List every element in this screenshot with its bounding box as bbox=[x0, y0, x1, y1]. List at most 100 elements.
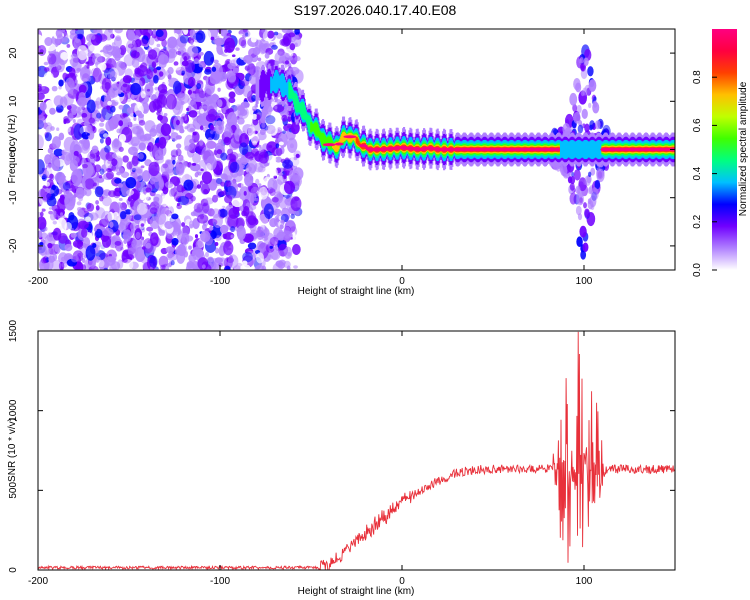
spectrogram-noise-blob bbox=[204, 95, 215, 105]
spectrogram-noise-blob bbox=[258, 186, 269, 200]
spectrogram-disturbance-blob bbox=[575, 192, 585, 206]
spectrogram-disturbance-blob bbox=[587, 66, 594, 77]
spectrogram-noise-blob bbox=[236, 153, 242, 158]
spectrogram-noise-blob bbox=[191, 162, 197, 166]
spectrogram-noise-blob bbox=[65, 175, 71, 181]
spectrogram-noise-blob bbox=[115, 166, 125, 174]
spectrogram-noise-blob bbox=[127, 29, 133, 35]
spectrogram-noise-blob bbox=[195, 240, 203, 249]
spectrogram-noise-blob bbox=[188, 110, 198, 118]
spectrogram-noise-blob bbox=[283, 180, 296, 195]
spectrogram-noise-blob bbox=[227, 72, 237, 83]
spectrogram-noise-blob bbox=[94, 164, 102, 173]
spectrogram-noise-blob bbox=[181, 226, 191, 238]
spectrogram-noise-blob bbox=[193, 202, 204, 213]
spectrogram-noise-blob bbox=[196, 203, 204, 212]
spectrogram-noise-blob bbox=[201, 146, 212, 162]
spectrogram-noise-blob bbox=[213, 59, 219, 64]
spectrogram-noise-blob bbox=[109, 105, 116, 113]
spectrogram-noise-blob bbox=[122, 155, 129, 163]
spectrogram-noise-blob bbox=[261, 122, 266, 128]
spectrogram-noise-blob bbox=[47, 88, 57, 102]
spectrogram-noise-blob bbox=[251, 113, 258, 120]
spectrogram-noise-blob bbox=[161, 39, 168, 48]
spectrogram-noise-blob bbox=[188, 245, 192, 250]
spectrogram-noise-blob bbox=[188, 220, 194, 229]
spectrogram-noise-blob bbox=[256, 114, 261, 120]
spectrogram-noise-blob bbox=[176, 184, 184, 193]
spectrogram-noise-blob bbox=[145, 230, 150, 234]
spectrogram-noise-blob bbox=[186, 123, 196, 133]
spectrogram-noise-blob bbox=[223, 257, 233, 269]
spectrogram-noise-blob bbox=[212, 194, 218, 203]
spectrogram-noise-blob bbox=[88, 44, 100, 52]
spectrogram-noise-blob bbox=[126, 254, 135, 261]
spectrogram-noise-blob bbox=[242, 251, 253, 263]
spectrogram-noise-blob bbox=[101, 235, 112, 248]
spectrogram-noise-blob bbox=[73, 123, 84, 140]
spectrogram-noise-blob bbox=[86, 202, 95, 212]
spectrogram-noise-blob bbox=[196, 82, 202, 90]
spectrogram-noise-blob bbox=[283, 36, 290, 45]
spectrogram-noise-blob bbox=[170, 260, 175, 266]
spectrogram-noise-blob bbox=[119, 210, 127, 220]
spectrogram-noise-blob bbox=[140, 90, 146, 99]
spectrogram-noise-blob bbox=[201, 171, 213, 185]
spectrogram-noise-blob bbox=[43, 61, 49, 66]
spectrogram-noise-blob bbox=[242, 29, 248, 33]
spectrogram-noise-blob bbox=[99, 218, 109, 228]
spectrogram-noise-blob bbox=[119, 44, 127, 56]
spectrogram-noise-blob bbox=[175, 50, 182, 56]
spectrogram-noise-blob bbox=[268, 145, 273, 149]
spectrogram-noise-blob bbox=[147, 49, 158, 60]
spectrogram-noise-blob bbox=[158, 71, 164, 77]
spectrogram-noise-blob bbox=[146, 88, 151, 92]
spectrogram-noise-blob bbox=[175, 119, 180, 126]
spectrogram-noise-blob bbox=[207, 108, 218, 121]
figure-title: S197.2026.040.17.40.E08 bbox=[294, 2, 457, 18]
spectrogram-noise-blob bbox=[98, 128, 105, 134]
spectrogram-noise-blob bbox=[175, 143, 182, 149]
spectrogram-noise-blob bbox=[264, 234, 269, 241]
spectrogram-noise-blob bbox=[167, 36, 178, 49]
spectrogram-noise-blob bbox=[102, 44, 114, 58]
spectrogram-noise-blob bbox=[118, 104, 124, 110]
spectrogram-noise-blob bbox=[224, 123, 232, 134]
spectrogram-noise-blob bbox=[218, 206, 223, 210]
spectrogram-noise-blob bbox=[53, 148, 64, 157]
spectrogram-noise-blob bbox=[294, 29, 300, 36]
spectrogram-noise-blob bbox=[158, 228, 166, 237]
spectrogram-noise-blob bbox=[251, 105, 257, 112]
spectrogram-noise-blob bbox=[109, 70, 117, 81]
spectrogram-noise-blob bbox=[160, 59, 164, 64]
spectrogram-noise-blob bbox=[52, 210, 57, 216]
spectrogram-noise-blob bbox=[70, 232, 78, 238]
spectrogram-noise-blob bbox=[231, 197, 244, 208]
spectrogram-noise-blob bbox=[97, 62, 107, 71]
spectrogram-noise-blob bbox=[267, 123, 278, 136]
spectrogram-noise-blob bbox=[244, 173, 254, 187]
spectrogram-noise-blob bbox=[207, 256, 214, 263]
spectrogram-noise-blob bbox=[219, 224, 229, 234]
spectrogram-noise-blob bbox=[269, 245, 274, 249]
spectrogram-noise-blob bbox=[295, 210, 300, 217]
spectrogram-noise-blob bbox=[201, 264, 206, 269]
spectrogram-noise-blob bbox=[237, 117, 245, 125]
spectrogram-noise-blob bbox=[44, 132, 52, 142]
spectrogram-noise-blob bbox=[52, 136, 61, 149]
spectrogram-noise-blob bbox=[78, 91, 86, 103]
spectrogram-noise-blob bbox=[165, 197, 173, 208]
spectrogram-noise-blob bbox=[250, 186, 260, 198]
spectrogram-noise-blob bbox=[44, 154, 52, 165]
spectrogram-disturbance-blob bbox=[588, 79, 597, 92]
spectrogram-noise-blob bbox=[108, 190, 117, 198]
spectrogram-noise-blob bbox=[48, 255, 56, 263]
spectrogram-noise-blob bbox=[285, 219, 295, 227]
spectrogram-noise-blob bbox=[264, 52, 270, 59]
spectrogram-noise-blob bbox=[77, 106, 84, 116]
spectrogram-noise-blob bbox=[119, 112, 126, 119]
spectrogram-noise-blob bbox=[165, 93, 177, 110]
spectrogram-noise-blob bbox=[258, 183, 262, 188]
spectrogram-noise-blob bbox=[103, 267, 109, 270]
